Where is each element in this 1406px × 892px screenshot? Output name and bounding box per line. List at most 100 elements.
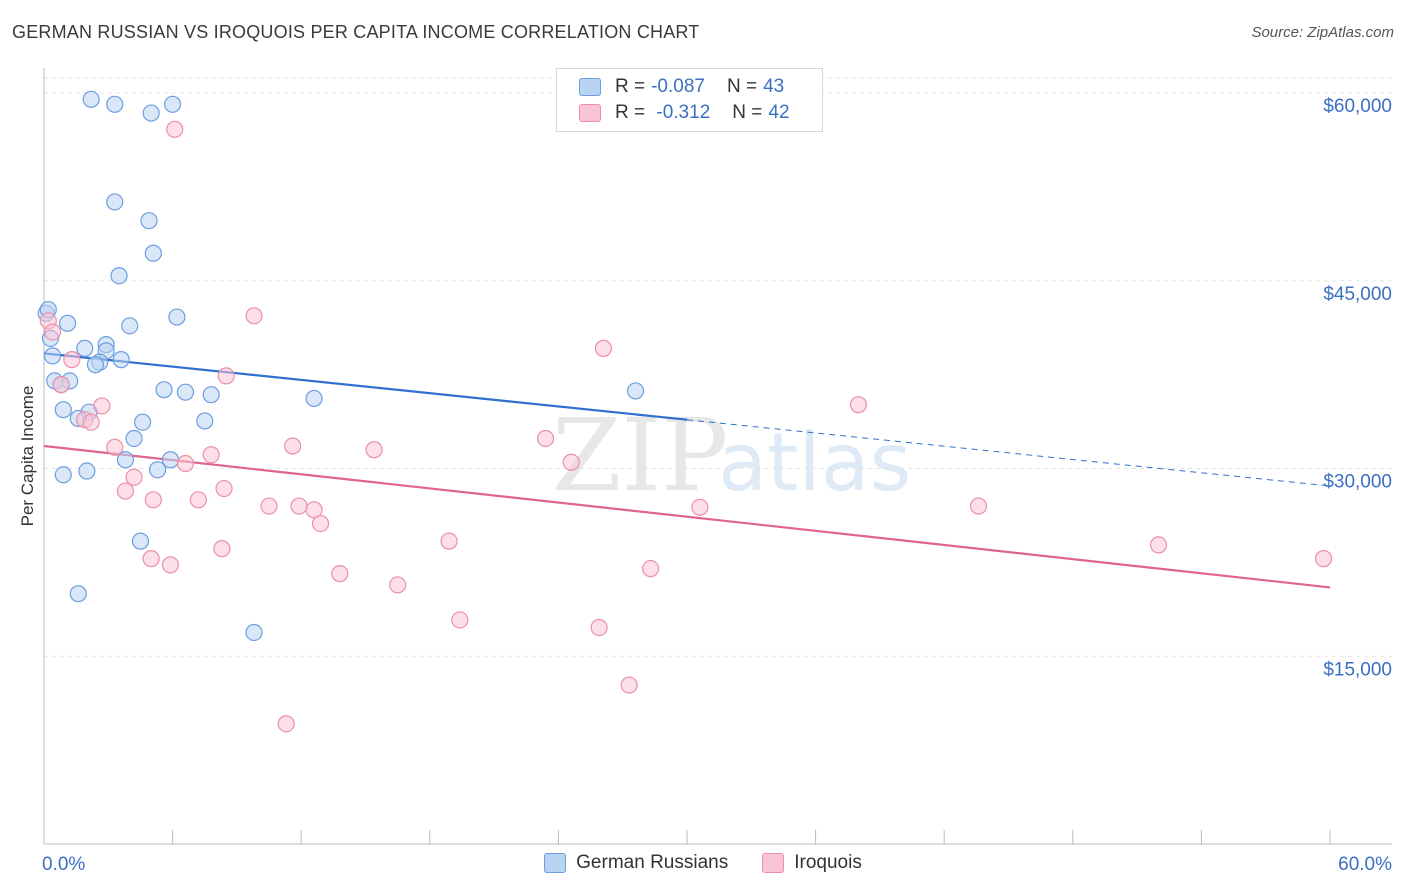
- chart-title: GERMAN RUSSIAN VS IROQUOIS PER CAPITA IN…: [12, 22, 700, 42]
- iroquois-point: [161, 556, 180, 574]
- iroquois-point: [1149, 536, 1168, 554]
- iroquois-point: [691, 498, 709, 516]
- iroquois-point: [562, 453, 580, 471]
- iroquois-point: [311, 514, 330, 533]
- iroquois-point: [125, 468, 143, 486]
- axes: [43, 68, 1392, 845]
- legend-label: German Russians: [576, 852, 729, 873]
- iroquois-point: [620, 676, 638, 694]
- german-russians-point: [106, 95, 124, 113]
- stats-legend: R = -0.087 N = 43 R = -0.312 N = 42: [556, 68, 823, 132]
- german-russians-point: [58, 314, 77, 332]
- r-value: -0.087: [651, 76, 705, 97]
- german-russians-point: [196, 412, 214, 430]
- german-russians-point: [142, 104, 160, 122]
- trend-lines: [43, 352, 1331, 589]
- german-russians-point: [133, 413, 152, 431]
- german-russians-point: [110, 267, 128, 285]
- iroquois-point: [43, 323, 62, 341]
- iroquois-point: [451, 611, 469, 629]
- tick-labels: $15,000 $30,000 $45,000 $60,000 0.0% 60.0%: [42, 96, 1392, 875]
- iroquois-point: [305, 501, 323, 519]
- german-russians-point: [176, 383, 195, 401]
- german-russians-point: [69, 585, 87, 603]
- y-axis-label: Per Capita Income: [18, 385, 37, 527]
- german-russians-point: [626, 382, 645, 400]
- iroquois-point: [331, 565, 349, 583]
- german-russians-point: [112, 351, 130, 369]
- n-label: N =: [732, 102, 763, 123]
- r-label: R =: [615, 102, 646, 123]
- iroquois-point: [189, 491, 207, 509]
- source-credit: Source: ZipAtlas.com: [1251, 24, 1394, 41]
- iroquois-point: [215, 479, 233, 498]
- iroquois-point: [142, 550, 160, 568]
- iroquois-trend-line: [43, 444, 1331, 589]
- german-russians-swatch: [544, 853, 567, 873]
- iroquois-point: [166, 120, 184, 138]
- watermark-zip: ZIP: [552, 397, 728, 514]
- iroquois-point: [93, 397, 111, 415]
- german-russians-point: [131, 532, 150, 550]
- german-russians-point: [116, 451, 135, 469]
- german-russians-point: [121, 317, 139, 335]
- iroquois-point: [594, 339, 613, 357]
- gridlines: [44, 77, 1392, 657]
- y-tick-label: $15,000: [1323, 659, 1392, 680]
- german-russians-point: [54, 466, 72, 484]
- legend-row-german-russians: R = -0.087 N = 43: [579, 74, 784, 100]
- german-russians-point: [76, 339, 94, 357]
- iroquois-point: [260, 497, 278, 515]
- iroquois-point: [1314, 550, 1333, 568]
- iroquois-point: [213, 540, 231, 558]
- german-russians-point: [245, 623, 263, 642]
- german-russians-trend-line: [43, 352, 688, 421]
- german-russians-swatch: [579, 78, 601, 96]
- legend-item-iroquois: Iroquois: [762, 852, 862, 874]
- german-russians-point: [144, 244, 162, 262]
- legend-label: Iroquois: [794, 852, 862, 873]
- german-russians-point: [82, 90, 100, 108]
- r-value: -0.312: [651, 102, 711, 123]
- x-tick-label: 0.0%: [42, 854, 85, 875]
- iroquois-point: [440, 532, 458, 550]
- iroquois-point: [277, 715, 295, 733]
- data-points: [37, 90, 1333, 733]
- iroquois-point: [849, 396, 868, 414]
- german-russians-trend-extension: [686, 419, 1331, 487]
- iroquois-point: [536, 429, 555, 448]
- german-russians-point: [140, 212, 158, 230]
- german-russians-point: [202, 386, 220, 404]
- iroquois-point: [144, 491, 162, 509]
- iroquois-swatch: [762, 853, 785, 873]
- iroquois-point: [116, 482, 135, 500]
- n-label: N =: [726, 76, 758, 97]
- iroquois-point: [365, 441, 383, 459]
- iroquois-point: [217, 367, 235, 385]
- german-russians-point: [43, 347, 62, 365]
- iroquois-point: [176, 454, 195, 473]
- iroquois-point: [284, 437, 302, 455]
- iroquois-point: [63, 351, 81, 369]
- iroquois-point: [389, 576, 407, 594]
- iroquois-point: [202, 446, 220, 464]
- iroquois-point: [82, 413, 100, 431]
- iroquois-point: [52, 376, 70, 394]
- german-russians-point: [54, 401, 72, 419]
- german-russians-point: [168, 308, 186, 326]
- german-russians-point: [86, 356, 105, 374]
- x-tick-label: 60.0%: [1338, 854, 1392, 875]
- legend-item-german-russians: German Russians: [544, 852, 728, 874]
- iroquois-point: [290, 497, 308, 515]
- iroquois-point: [969, 497, 988, 515]
- series-legend: German Russians Iroquois: [0, 852, 1406, 874]
- german-russians-point: [305, 389, 323, 408]
- y-tick-label: $60,000: [1323, 96, 1392, 117]
- n-value: 42: [768, 102, 790, 123]
- iroquois-point: [590, 618, 608, 637]
- iroquois-point: [245, 307, 263, 325]
- watermark-atlas: atlas: [718, 416, 911, 509]
- y-tick-label: $45,000: [1323, 284, 1392, 305]
